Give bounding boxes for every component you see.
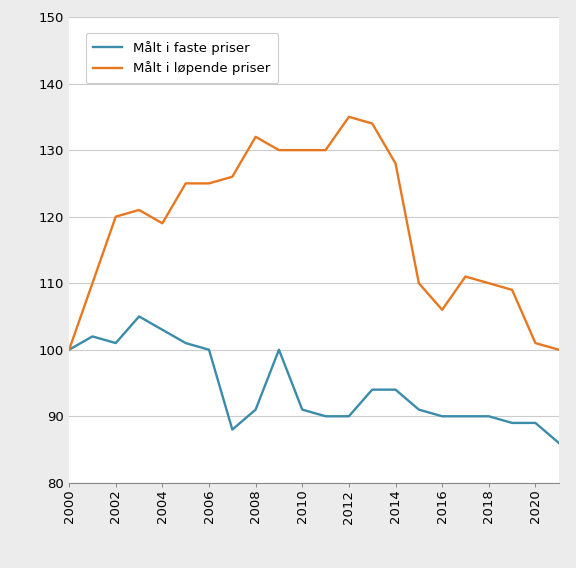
Målt i løpende priser [439, 306, 446, 313]
Målt i løpende priser [206, 180, 213, 187]
Målt i løpende priser [462, 273, 469, 280]
Målt i løpende priser [275, 147, 282, 153]
Målt i faste priser [369, 386, 376, 393]
Målt i løpende priser [135, 207, 142, 214]
Målt i faste priser [159, 327, 166, 333]
Målt i løpende priser [299, 147, 306, 153]
Målt i løpende priser [555, 346, 562, 353]
Målt i faste priser [206, 346, 213, 353]
Målt i faste priser [299, 406, 306, 413]
Målt i løpende priser [322, 147, 329, 153]
Målt i løpende priser [369, 120, 376, 127]
Målt i faste priser [182, 340, 189, 346]
Målt i løpende priser [89, 280, 96, 287]
Målt i løpende priser [112, 213, 119, 220]
Målt i faste priser [486, 413, 492, 420]
Målt i faste priser [252, 406, 259, 413]
Målt i løpende priser [415, 280, 422, 287]
Målt i løpende priser [532, 340, 539, 346]
Målt i faste priser [322, 413, 329, 420]
Målt i løpende priser [182, 180, 189, 187]
Målt i faste priser [275, 346, 282, 353]
Målt i faste priser [89, 333, 96, 340]
Målt i løpende priser [392, 160, 399, 167]
Målt i løpende priser [66, 346, 73, 353]
Målt i faste priser [392, 386, 399, 393]
Målt i faste priser [112, 340, 119, 346]
Målt i faste priser [135, 313, 142, 320]
Målt i faste priser [415, 406, 422, 413]
Målt i faste priser [439, 413, 446, 420]
Line: Målt i faste priser: Målt i faste priser [69, 316, 559, 443]
Målt i løpende priser [229, 173, 236, 180]
Målt i løpende priser [252, 133, 259, 140]
Målt i faste priser [229, 426, 236, 433]
Målt i løpende priser [159, 220, 166, 227]
Legend: Målt i faste priser, Målt i løpende priser: Målt i faste priser, Målt i løpende pris… [85, 33, 278, 83]
Line: Målt i løpende priser: Målt i løpende priser [69, 117, 559, 350]
Målt i faste priser [66, 346, 73, 353]
Målt i faste priser [462, 413, 469, 420]
Målt i faste priser [532, 420, 539, 427]
Målt i faste priser [346, 413, 353, 420]
Målt i faste priser [555, 440, 562, 446]
Målt i løpende priser [486, 280, 492, 287]
Målt i løpende priser [346, 114, 353, 120]
Målt i faste priser [509, 420, 516, 427]
Målt i løpende priser [509, 286, 516, 293]
